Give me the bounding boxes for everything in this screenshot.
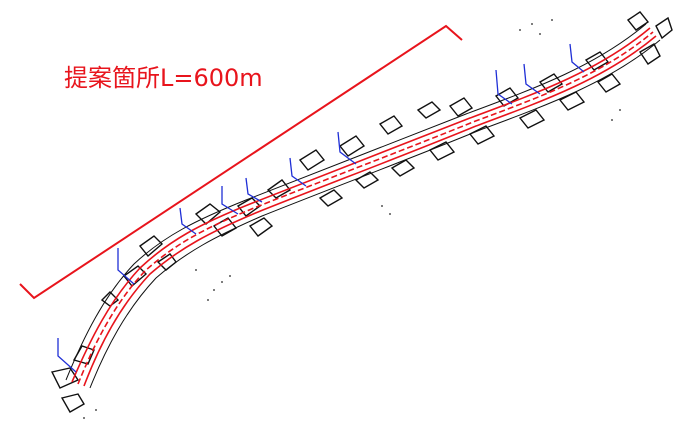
road-corridor xyxy=(71,27,657,387)
survey-points xyxy=(83,19,621,419)
proposal-section-label: 提案箇所L=600m xyxy=(64,64,263,92)
building-outlines xyxy=(50,11,673,413)
extent-bracket xyxy=(19,24,463,300)
road-edges xyxy=(65,23,661,389)
station-leaders xyxy=(57,43,585,373)
